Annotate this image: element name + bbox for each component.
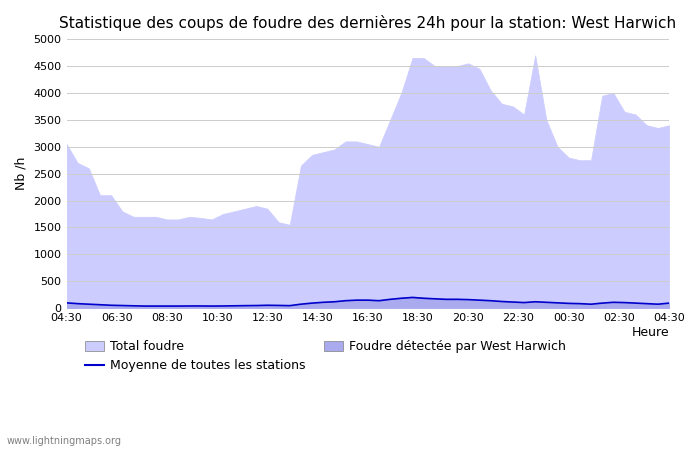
Text: www.lightningmaps.org: www.lightningmaps.org: [7, 436, 122, 446]
X-axis label: Heure: Heure: [631, 326, 669, 339]
Title: Statistique des coups de foudre des dernières 24h pour la station: West Harwich: Statistique des coups de foudre des dern…: [60, 15, 676, 31]
Y-axis label: Nb /h: Nb /h: [15, 157, 28, 190]
Legend: Total foudre, Moyenne de toutes les stations, Foudre détectée par West Harwich: Total foudre, Moyenne de toutes les stat…: [80, 335, 571, 378]
